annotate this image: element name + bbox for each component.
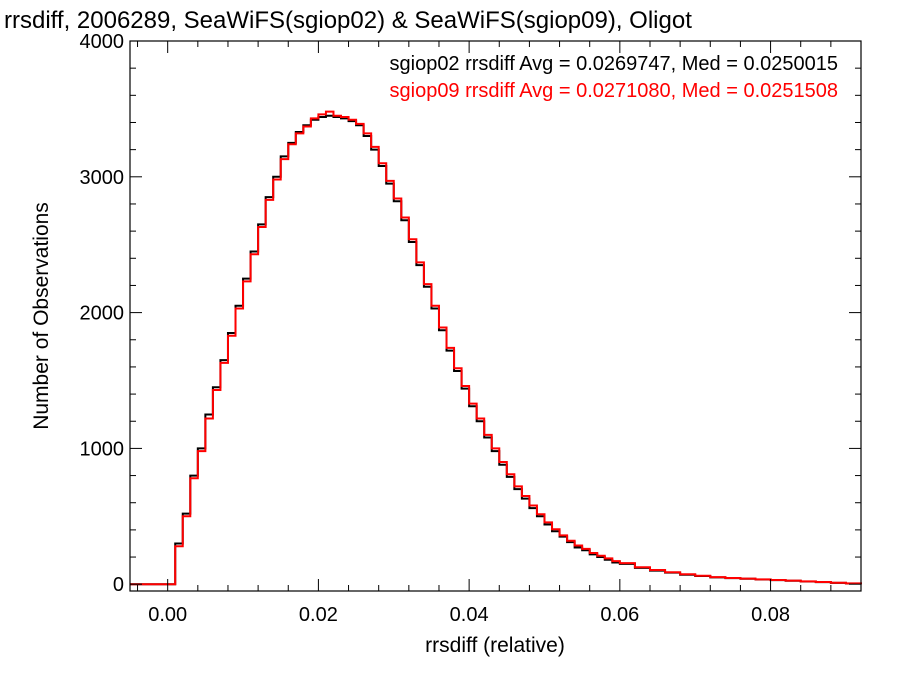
series-layer: [130, 110, 862, 586]
y-axis-label: Number of Observations: [30, 202, 53, 430]
legend-entry-sgiop02: sgiop02 rrsdiff Avg = 0.0269747, Med = 0…: [390, 53, 839, 75]
series-line-sgiop02: [130, 114, 862, 586]
y-tick-label: 1000: [80, 438, 125, 460]
legend-entry-sgiop09: sgiop09 rrsdiff Avg = 0.0271080, Med = 0…: [390, 80, 839, 102]
y-tick-label: 2000: [80, 303, 125, 325]
chart-title: rrsdiff, 2006289, SeaWiFS(sgiop02) & Sea…: [4, 7, 692, 34]
x-tick-label: 0.02: [299, 604, 338, 626]
x-axis-label: rrsdiff (relative): [425, 634, 565, 657]
y-tick-label: 0: [113, 574, 124, 596]
plot-frame: [129, 40, 862, 592]
y-tick-label: 4000: [80, 31, 125, 53]
y-tick-label: 3000: [80, 167, 125, 189]
series-line-sgiop09: [130, 110, 862, 586]
x-tick-label: 0.08: [751, 604, 790, 626]
x-tick-label: 0.06: [600, 604, 639, 626]
x-tick-label: 0.04: [450, 604, 489, 626]
tick-layer: 0.00 0.02 0.04 0.06 0.08 0 1000 2000 3000 4000: [80, 31, 862, 626]
x-tick-label: 0.00: [148, 604, 187, 626]
